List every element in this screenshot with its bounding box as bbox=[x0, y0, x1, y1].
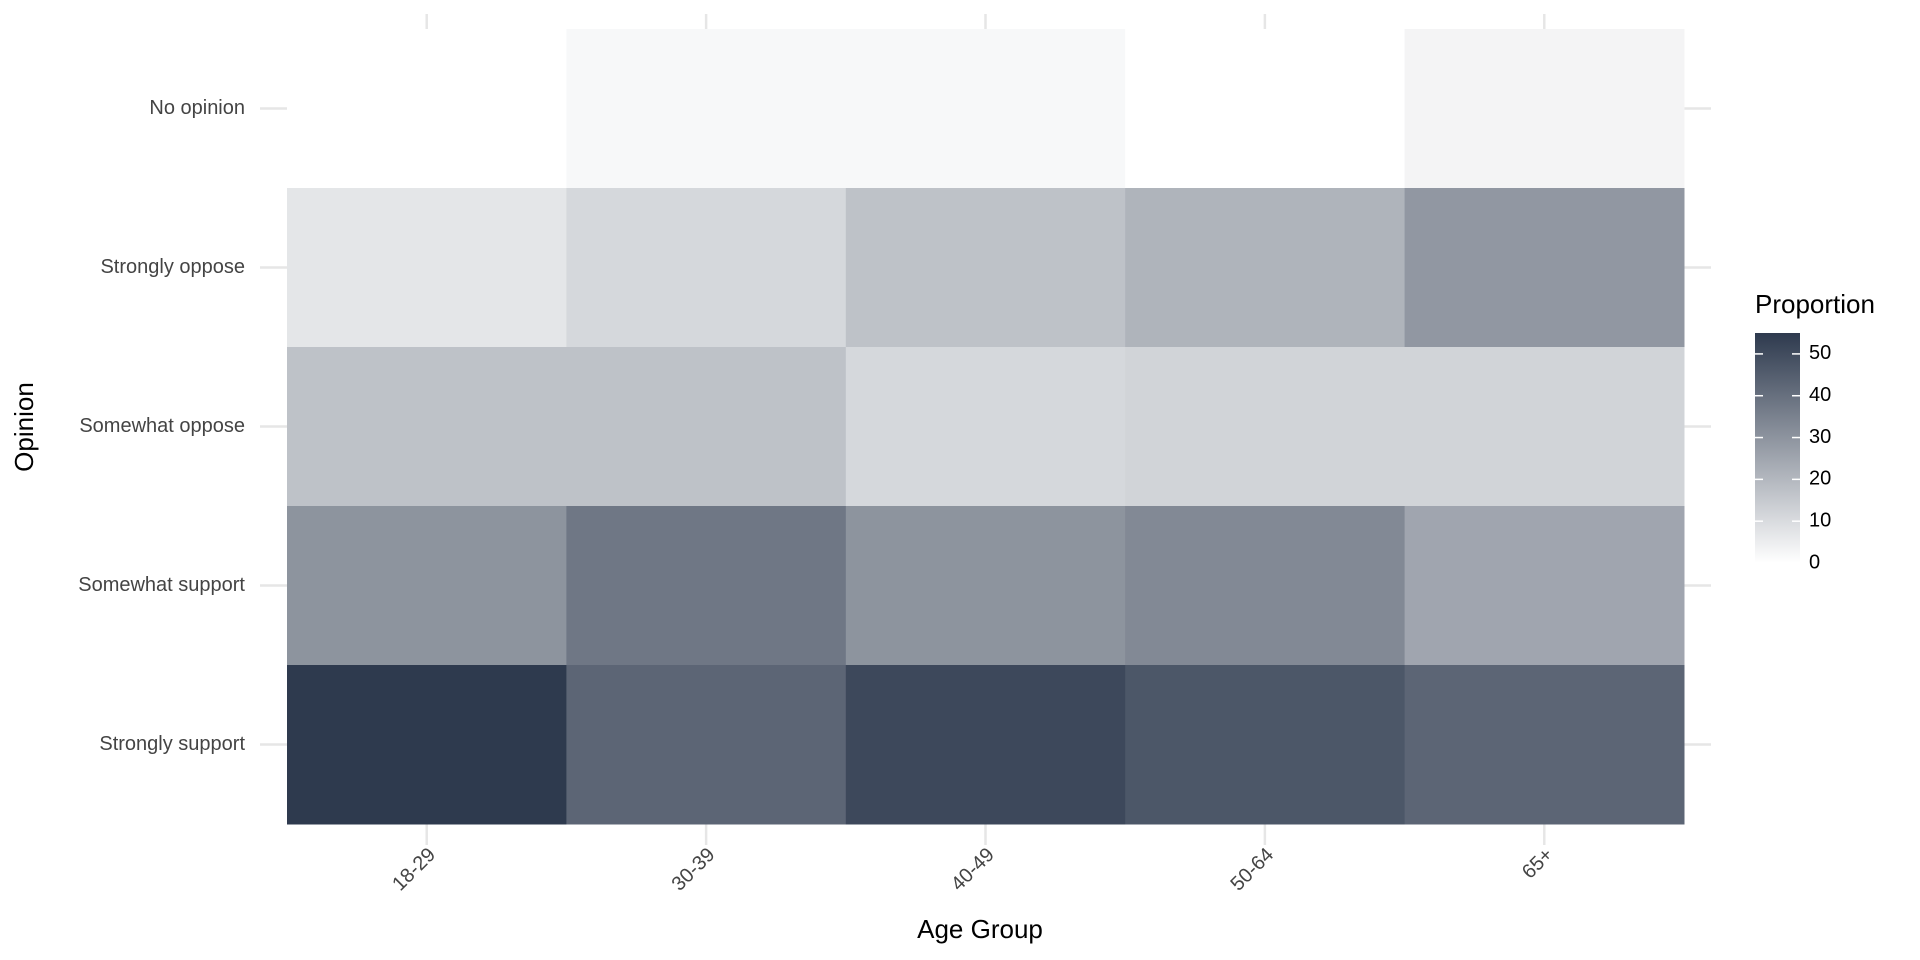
colorbar-tick-label: 20 bbox=[1809, 468, 1831, 490]
heatmap-cell bbox=[1404, 506, 1685, 666]
heatmap-cell bbox=[287, 29, 567, 189]
heatmap-cell bbox=[1404, 347, 1685, 507]
x-tick-label: 65+ bbox=[1518, 844, 1558, 884]
y-tick-label: Somewhat oppose bbox=[79, 415, 245, 437]
heatmap-cell bbox=[1125, 347, 1406, 507]
x-tick-label: 30-39 bbox=[668, 844, 720, 896]
y-tick-label: Strongly support bbox=[99, 733, 245, 755]
x-tick-label: 40-49 bbox=[947, 844, 999, 896]
heatmap-cell bbox=[1404, 29, 1685, 189]
y-tick-label: Strongly oppose bbox=[100, 256, 245, 278]
colorbar-tick-label: 30 bbox=[1809, 426, 1831, 448]
heatmap-cell bbox=[1125, 665, 1406, 825]
x-axis-title: Age Group bbox=[917, 914, 1043, 944]
heatmap-cell bbox=[1125, 29, 1406, 189]
heatmap-cell bbox=[1125, 506, 1406, 666]
colorbar-tick-label: 0 bbox=[1809, 551, 1820, 573]
heatmap-cell bbox=[1404, 665, 1685, 825]
heatmap-cell bbox=[566, 506, 847, 666]
heatmap-cell bbox=[287, 665, 567, 825]
heatmap-cell bbox=[566, 665, 847, 825]
heatmap-cell bbox=[566, 188, 847, 348]
colorbar-tick-label: 40 bbox=[1809, 384, 1831, 406]
heatmap-cell bbox=[845, 347, 1126, 507]
heatmap-cell bbox=[845, 188, 1126, 348]
heatmap-cell bbox=[566, 347, 847, 507]
heatmap-cell bbox=[845, 29, 1126, 189]
heatmap-cell bbox=[1125, 188, 1406, 348]
y-tick-label: No opinion bbox=[149, 97, 245, 119]
legend-title: Proportion bbox=[1755, 289, 1875, 319]
heatmap-cell bbox=[845, 665, 1126, 825]
heatmap-cell bbox=[1404, 188, 1685, 348]
x-tick-label: 50-64 bbox=[1226, 844, 1278, 896]
x-tick-label: 18-29 bbox=[388, 844, 440, 896]
heatmap-cell bbox=[287, 506, 567, 666]
colorbar-tick-label: 50 bbox=[1809, 342, 1831, 364]
heatmap-cell bbox=[287, 347, 567, 507]
heatmap-cell bbox=[566, 29, 847, 189]
colorbar-tick-label: 10 bbox=[1809, 509, 1831, 531]
heatmap-cell bbox=[845, 506, 1126, 666]
heatmap-cell bbox=[287, 188, 567, 348]
colorbar bbox=[1755, 333, 1800, 563]
y-axis-title: Opinion bbox=[9, 382, 39, 472]
y-tick-label: Somewhat support bbox=[78, 574, 245, 596]
